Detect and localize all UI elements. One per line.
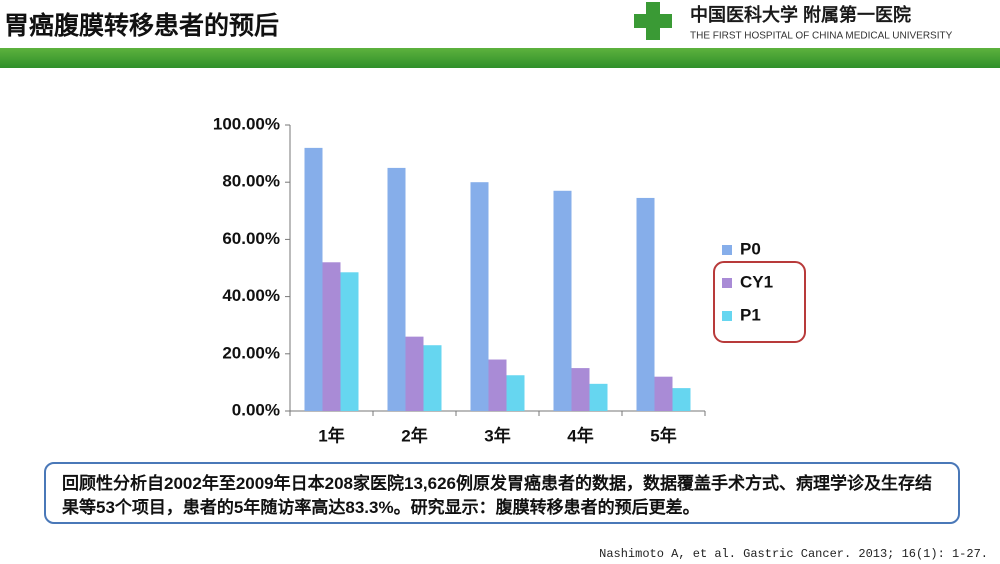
highlight-box [713, 261, 806, 343]
bar [304, 147, 323, 411]
legend-label: P1 [740, 305, 761, 324]
bar [322, 262, 341, 411]
y-tick-label: 40.00% [222, 286, 280, 305]
bar [405, 336, 424, 411]
logo-cn: 中国医科大学 附属第一医院 [690, 4, 911, 25]
y-tick-label: 100.00% [213, 114, 280, 133]
y-tick-label: 60.00% [222, 229, 280, 248]
logo: 中国医科大学 附属第一医院 THE FIRST HOSPITAL OF CHIN… [634, 2, 953, 42]
header-stripe [0, 48, 1000, 68]
bar [488, 359, 507, 411]
chart: 0.00% 20.00% 40.00% 60.00% 80.00% 100.00% 1年 2年… [213, 114, 806, 445]
legend-label: CY1 [740, 272, 773, 291]
y-tick-label: 20.00% [222, 343, 280, 362]
logo-en: THE FIRST HOSPITAL OF CHINA MEDICAL UNIV… [690, 31, 953, 42]
x-tick-label: 1年 [318, 425, 344, 445]
bar [470, 182, 489, 411]
note-box: 回顾性分析自2002年至2009年日本208家医院13,626例原发胃癌患者的数… [44, 462, 960, 524]
x-tick-label: 2年 [401, 425, 427, 445]
bar [672, 388, 691, 411]
y-tick-label: 0.00% [232, 400, 280, 419]
x-tick-label: 3年 [484, 425, 510, 445]
bar [589, 383, 608, 411]
bar [571, 368, 590, 411]
x-tick-label: 4年 [567, 425, 593, 445]
bar [636, 197, 655, 411]
slide-title: 胃癌腹膜转移患者的预后 [4, 12, 280, 40]
y-tick-label: 80.00% [222, 172, 280, 191]
x-tick-label: 5年 [650, 425, 676, 445]
legend-swatch [722, 245, 732, 255]
bar [423, 345, 442, 411]
legend-swatch [722, 311, 732, 321]
bar [654, 376, 673, 411]
bar [340, 272, 359, 411]
bar [387, 167, 406, 411]
citation: Nashimoto A, et al. Gastric Cancer. 2013… [599, 547, 988, 561]
bar [506, 375, 525, 411]
legend-swatch [722, 278, 732, 288]
bar [553, 190, 572, 411]
legend-label: P0 [740, 239, 761, 258]
